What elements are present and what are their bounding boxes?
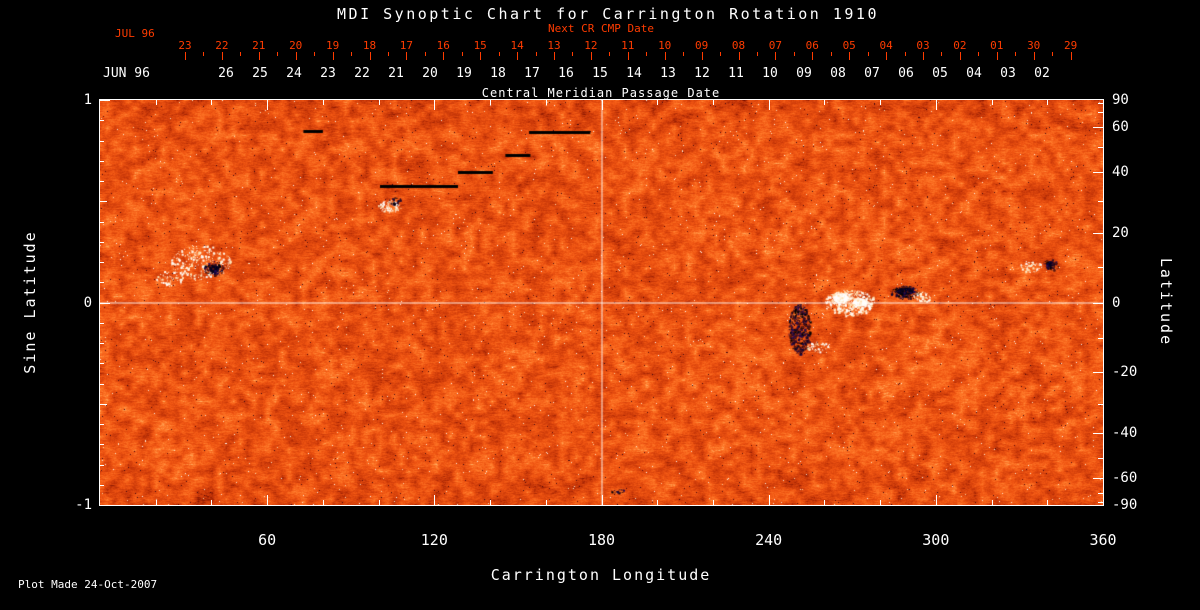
latitude-tick-label: 20 [1112, 225, 1129, 242]
cmp-date-label: 05 [932, 66, 948, 81]
next-cr-date-label: 22 [215, 39, 229, 52]
longitude-tick-label: 120 [420, 531, 448, 549]
right-axis-title: Latitude [1157, 257, 1175, 347]
cmp-date-label: 15 [592, 66, 608, 81]
cmp-date-label: 12 [694, 66, 710, 81]
x-axis-title: Carrington Longitude [490, 566, 712, 584]
latitude-tick-label: -40 [1112, 424, 1138, 441]
next-cr-date-row: 23 22 21 20 19 18 17 16 15 14 13 12 11 10 09 08 07 06 05 04… [0, 39, 1200, 55]
longitude-tick-label: 360 [1089, 531, 1117, 549]
cmp-date-label: 18 [490, 66, 506, 81]
next-cr-date-label: 18 [362, 39, 377, 52]
cmp-date-label: 24 [286, 66, 302, 81]
next-cr-date-label: 13 [547, 39, 561, 52]
latitude-tick-label: -90 [1112, 497, 1138, 513]
cmp-date-label: 21 [388, 66, 404, 81]
plot-made-timestamp: Plot Made 24-Oct-2007 [18, 578, 158, 591]
next-cr-date-label: 07 [768, 39, 783, 52]
next-cr-cmp-date-caption: Next CR CMP Date [548, 22, 654, 35]
cmp-date-label: 20 [422, 66, 438, 81]
cmp-date-label: 04 [966, 66, 982, 81]
cmp-date-label: 08 [830, 66, 846, 81]
next-cr-date-label: 19 [325, 39, 340, 52]
next-cr-date-label: 20 [289, 39, 303, 52]
cmp-date-label: 07 [864, 66, 880, 81]
next-cr-date-label: 08 [731, 39, 746, 52]
cmp-date-label: 16 [558, 66, 574, 81]
latitude-tick-label: -60 [1112, 469, 1138, 486]
next-cr-month-label: JUL 96 [115, 27, 155, 40]
next-cr-date-label: 01 [990, 39, 1004, 52]
latitude-tick-label: 0 [1112, 294, 1121, 311]
cmp-axis-caption: Central Meridian Passage Date [481, 86, 721, 100]
next-cr-date-label: 12 [584, 39, 598, 52]
cmp-date-row: 26 25 24 23 22 21 20 19 18 17 16 15 14 13 12 11 10 09 08 07… [0, 66, 1200, 82]
next-cr-date-label: 11 [621, 39, 635, 52]
next-cr-date-label: 04 [879, 39, 893, 52]
left-axis-title: Sine Latitude [21, 230, 39, 374]
latitude-tick-label: -20 [1112, 363, 1138, 380]
cmp-date-label: 23 [320, 66, 336, 81]
next-cr-date-label: 05 [842, 39, 856, 52]
sine-latitude-tick-label: 0 [83, 294, 92, 311]
longitude-tick-label: 300 [922, 531, 950, 549]
next-cr-date-label: 09 [694, 39, 709, 52]
cmp-date-label: 26 [218, 66, 234, 81]
next-cr-date-label: 10 [658, 39, 672, 52]
longitude-tick-label: 240 [755, 531, 783, 549]
next-cr-date-label: 16 [436, 39, 450, 52]
longitude-tick-label: 180 [587, 531, 616, 549]
sine-latitude-tick-label: 1 [83, 92, 92, 108]
sine-latitude-tick-label: -1 [75, 497, 92, 513]
next-cr-date-label: 21 [252, 39, 266, 52]
cmp-date-label: 17 [524, 66, 540, 81]
magnetogram-heatmap [100, 100, 1103, 505]
latitude-tick-label: 60 [1112, 119, 1129, 136]
next-cr-date-label: 06 [805, 39, 819, 52]
next-cr-date-label: 23 [178, 39, 192, 52]
next-cr-date-label: 30 [1027, 39, 1041, 52]
latitude-tick-label: 90 [1112, 92, 1129, 108]
cmp-date-label: 06 [898, 66, 914, 81]
cmp-date-label: 03 [1000, 66, 1016, 81]
cmp-date-label: 25 [252, 66, 268, 81]
chart-title: MDI Synoptic Chart for Carrington Rotati… [337, 5, 879, 23]
next-cr-date-label: 17 [399, 39, 414, 52]
latitude-tick-label: 40 [1112, 164, 1129, 181]
next-cr-date-label: 14 [510, 39, 524, 52]
cmp-date-label: 13 [660, 66, 676, 81]
cmp-month-label: JUN 96 [103, 66, 150, 81]
longitude-tick-label: 60 [258, 531, 277, 549]
cmp-date-label: 19 [456, 66, 472, 81]
cmp-date-label: 22 [354, 66, 370, 81]
next-cr-date-label: 02 [953, 39, 967, 52]
cmp-date-label: 02 [1034, 66, 1050, 81]
next-cr-date-label: 29 [1063, 39, 1078, 52]
next-cr-date-label: 15 [473, 39, 487, 52]
cmp-date-label: 14 [626, 66, 642, 81]
cmp-date-label: 09 [796, 66, 812, 81]
cmp-date-label: 10 [762, 66, 778, 81]
next-cr-date-label: 03 [916, 39, 930, 52]
cmp-date-label: 11 [728, 66, 744, 81]
